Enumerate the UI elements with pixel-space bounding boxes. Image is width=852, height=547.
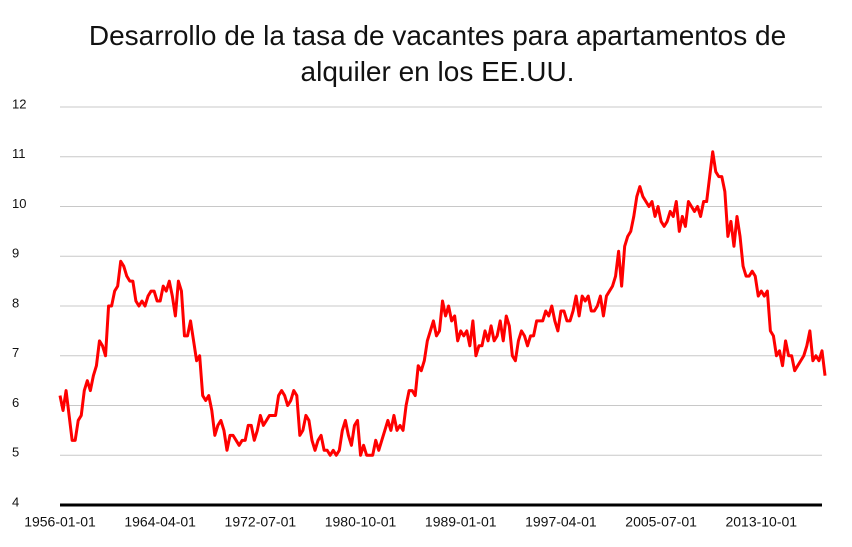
x-tick-label: 1980-10-01 [325, 514, 397, 530]
y-tick-label: 9 [12, 246, 19, 261]
x-tick-label: 1989-01-01 [425, 514, 497, 530]
x-tick-label: 2005-07-01 [625, 514, 697, 530]
y-tick-label: 5 [12, 445, 19, 460]
x-tick-label: 1972-07-01 [225, 514, 297, 530]
y-tick-label: 10 [12, 196, 26, 211]
data-line [58, 150, 827, 457]
y-tick-label: 4 [12, 494, 19, 509]
chart-title: Desarrollo de la tasa de vacantes para a… [88, 20, 787, 87]
y-tick-label: 11 [12, 146, 26, 161]
y-tick-label: 12 [12, 96, 26, 111]
x-tick-label: 2013-10-01 [725, 514, 797, 530]
x-tick-label: 1997-04-01 [525, 514, 597, 530]
y-tick-label: 6 [12, 395, 19, 410]
y-tick-label: 7 [12, 345, 19, 360]
x-tick-label: 1956-01-01 [24, 514, 96, 530]
x-tick-label: 1964-04-01 [124, 514, 196, 530]
y-tick-label: 8 [12, 295, 19, 310]
